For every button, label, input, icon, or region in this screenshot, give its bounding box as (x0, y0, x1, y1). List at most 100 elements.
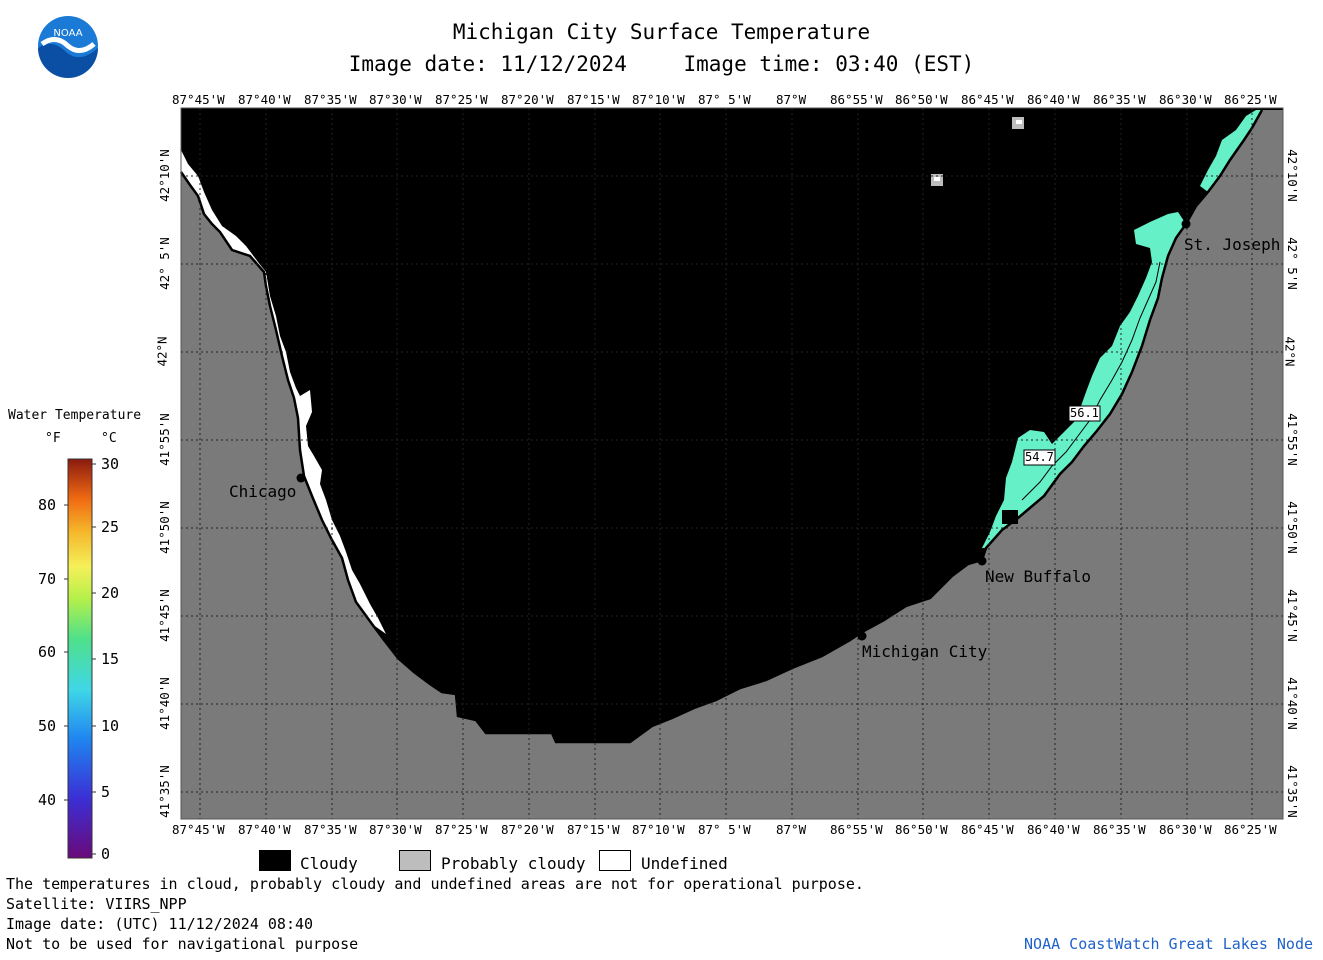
michigan-city-label: Michigan City (862, 642, 988, 661)
lon-label: 86°25'W (1224, 822, 1277, 837)
coastline (179, 109, 1264, 744)
valid-temperature-water-north (1200, 110, 1262, 192)
lat-label: 42°N (154, 336, 170, 367)
lat-label: 41°55'N (1284, 413, 1300, 466)
lon-label: 87°20'W (501, 822, 554, 837)
temp-label: 54.7 (1025, 450, 1054, 464)
new-buffalo-label: New Buffalo (985, 567, 1091, 586)
legend-f-tick: 40 (38, 791, 57, 809)
lon-label: 86°50'W (895, 822, 948, 837)
lat-label: 41°35'N (156, 765, 172, 818)
land-area (181, 110, 1283, 819)
lat-label: 41°40'N (156, 677, 172, 730)
lat-label: 42°N (1282, 336, 1298, 367)
lat-label: 42°10'N (156, 149, 172, 202)
image-time: Image time: 03:40 (EST) (683, 52, 975, 76)
lat-label: 42° 5'N (1284, 237, 1300, 290)
lat-label: 41°35'N (1284, 765, 1300, 818)
legend-f-tick: 60 (38, 643, 57, 661)
legend-unit-c: °C (101, 431, 117, 446)
st-joseph-marker (1181, 219, 1191, 229)
undefined-label: Undefined (641, 854, 728, 873)
lon-label: 86°45'W (961, 92, 1014, 107)
footer-nav-warning: Not to be used for navigational purpose (6, 935, 359, 953)
lon-label: 87°15'W (567, 822, 620, 837)
footer-credit: NOAA CoastWatch Great Lakes Node (1024, 935, 1313, 953)
legend-c-tick: 25 (101, 518, 120, 536)
lon-label: 87°25'W (435, 92, 488, 107)
lat-label: 41°50'N (1284, 501, 1300, 554)
lon-label: 86°55'W (830, 92, 883, 107)
lat-label: 42°10'N (1284, 149, 1300, 202)
lon-label: 86°30'W (1159, 92, 1212, 107)
chicago-label: Chicago (229, 482, 297, 501)
lon-label: 86°35'W (1093, 822, 1146, 837)
footer-satellite: Satellite: VIIRS_NPP (6, 895, 187, 913)
probably-cloudy-label: Probably cloudy (441, 854, 586, 873)
lon-label: 86°50'W (895, 92, 948, 107)
longitude-gridlines (199, 108, 1253, 819)
legend-c-tick: 10 (101, 717, 120, 735)
color-scale-ticks (64, 463, 96, 855)
lon-label: 87° 5'W (698, 822, 751, 837)
legend-title: Water Temperature (8, 408, 142, 423)
lat-label: 41°40'N (1284, 677, 1300, 730)
cloudy-swatch (259, 850, 291, 871)
lon-label: 87°W (776, 92, 807, 107)
legend-unit-f: °F (45, 431, 61, 446)
footer-note: The temperatures in cloud, probably clou… (6, 875, 864, 893)
legend-c-tick: 0 (101, 845, 111, 863)
legend-f-tick: 70 (38, 570, 57, 588)
lon-label: 87°25'W (435, 822, 488, 837)
lon-label: 86°25'W (1224, 92, 1277, 107)
lat-label: 41°45'N (1284, 589, 1300, 642)
legend-c-tick: 20 (101, 584, 120, 602)
lon-label: 87° 5'W (698, 92, 751, 107)
lon-label: 87°30'W (369, 92, 422, 107)
lon-label: 87°20'W (501, 92, 554, 107)
legend-c-tick: 30 (101, 455, 120, 473)
lon-label: 86°40'W (1027, 92, 1080, 107)
lon-label: 87°45'W (172, 92, 225, 107)
lon-label: 87°40'W (238, 92, 291, 107)
cloudy-label: Cloudy (300, 854, 358, 873)
lon-label: 86°40'W (1027, 822, 1080, 837)
lat-label: 41°55'N (156, 413, 172, 466)
chicago-marker (296, 473, 306, 483)
lat-label: 42° 5'N (156, 237, 172, 290)
lat-label: 41°50'N (156, 501, 172, 554)
legend-c-tick: 5 (101, 783, 111, 801)
noaa-logo: NOAA (36, 14, 100, 78)
lon-label: 87°45'W (172, 822, 225, 837)
undefined-fringe-west (181, 150, 386, 634)
latitude-gridlines (181, 175, 1283, 793)
st-joseph-label: St. Joseph (1184, 235, 1281, 254)
legend-f-tick: 50 (38, 717, 57, 735)
undefined-swatch (599, 850, 631, 871)
image-datetime: Image date: 11/12/2024 Image time: 03:40… (0, 52, 1323, 76)
lon-label: 86°45'W (961, 822, 1014, 837)
probably-cloudy-swatch (399, 850, 431, 871)
lon-label: 86°55'W (830, 822, 883, 837)
michigan-city-marker (857, 631, 867, 641)
page-title: Michigan City Surface Temperature (452, 20, 871, 44)
svg-text:NOAA: NOAA (53, 28, 82, 39)
lon-label: 87°W (776, 822, 807, 837)
lon-label: 86°30'W (1159, 822, 1212, 837)
footer-utc-date: Image date: (UTC) 11/12/2024 08:40 (6, 915, 314, 933)
image-date: Image date: 11/12/2024 (348, 52, 627, 76)
new-buffalo-marker (977, 556, 987, 566)
lon-label: 87°30'W (369, 822, 422, 837)
lon-label: 87°15'W (567, 92, 620, 107)
color-scale-bar (67, 458, 93, 859)
legend-f-tick: 80 (38, 496, 57, 514)
lon-label: 87°35'W (304, 822, 357, 837)
lon-label: 86°35'W (1093, 92, 1146, 107)
lon-label: 87°35'W (304, 92, 357, 107)
lon-label: 87°40'W (238, 822, 291, 837)
lon-label: 87°10'W (632, 92, 685, 107)
legend-c-tick: 15 (101, 650, 120, 668)
lon-label: 87°10'W (632, 822, 685, 837)
temp-label: 56.1 (1070, 406, 1099, 420)
